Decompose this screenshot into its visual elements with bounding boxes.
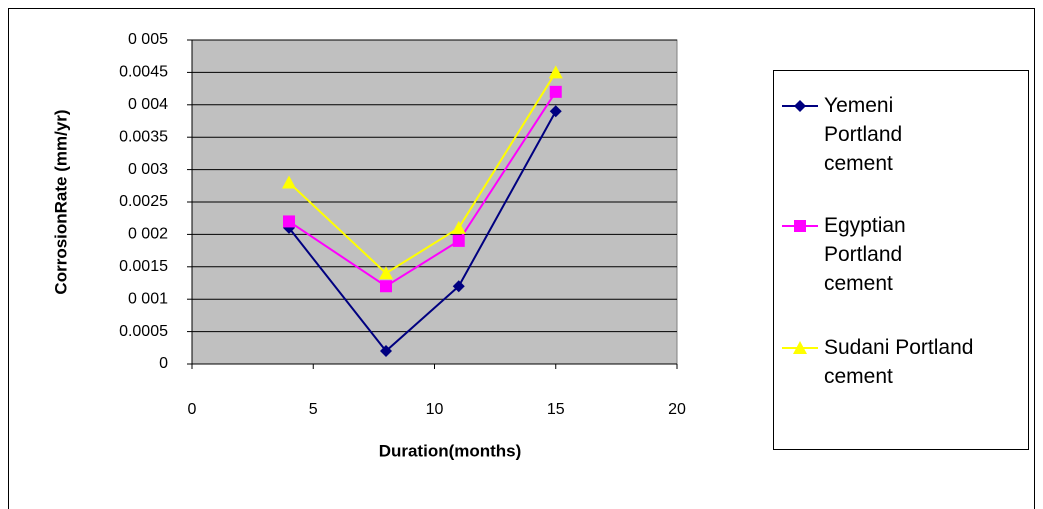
y-axis-title: CorrosionRate (mm/yr)	[51, 109, 70, 294]
marker	[452, 280, 465, 293]
x-tick-label: 10	[426, 401, 444, 418]
marker	[793, 341, 807, 354]
marker	[282, 175, 296, 189]
y-tick-label: 0.0025	[119, 193, 168, 210]
legend-swatch	[782, 100, 818, 112]
x-axis-title: Duration(months)	[379, 441, 522, 460]
marker	[794, 220, 806, 232]
marker	[794, 100, 806, 112]
legend-label: Egyptian Portland cement	[824, 214, 906, 295]
marker	[549, 85, 562, 98]
marker	[452, 234, 465, 247]
legend-label: Yemeni Portland cement	[824, 94, 903, 175]
y-tick-label: 0 005	[128, 31, 168, 48]
marker	[548, 65, 563, 79]
y-tick-label: 0.0015	[119, 258, 168, 275]
marker	[380, 280, 392, 293]
x-tick-label: 0	[188, 401, 197, 418]
y-tick-label: 0.0035	[119, 128, 168, 145]
x-tick-label: 15	[547, 401, 565, 418]
marker	[451, 220, 466, 234]
y-tick-label: 0	[159, 355, 168, 372]
y-tick-label: 0 004	[128, 96, 168, 113]
y-tick-label: 0 003	[128, 161, 168, 178]
legend-entry: Egyptian Portland cement	[780, 211, 974, 298]
marker	[379, 266, 393, 280]
marker	[283, 215, 295, 228]
marker	[380, 345, 392, 358]
legend-swatch	[782, 220, 818, 232]
legend-swatch	[782, 341, 818, 354]
y-tick-label: 0 002	[128, 226, 168, 243]
legend: Yemeni Portland cement Egyptian Portland …	[773, 70, 1029, 450]
chart-frame	[8, 8, 1035, 509]
marker	[549, 105, 562, 118]
legend-entry: Sudani Portland cement	[780, 333, 974, 391]
legend-entry: Yemeni Portland cement	[780, 91, 974, 178]
legend-label: Sudani Portland cement	[824, 336, 974, 388]
y-tick-label: 0.0005	[119, 323, 168, 340]
series-line	[288, 71, 557, 275]
x-tick-label: 20	[668, 401, 686, 418]
x-tick-label: 5	[309, 401, 318, 418]
series-line	[288, 91, 557, 288]
series-line	[288, 110, 557, 353]
y-tick-label: 0 001	[128, 290, 168, 307]
y-tick-label: 0.0045	[119, 64, 168, 81]
